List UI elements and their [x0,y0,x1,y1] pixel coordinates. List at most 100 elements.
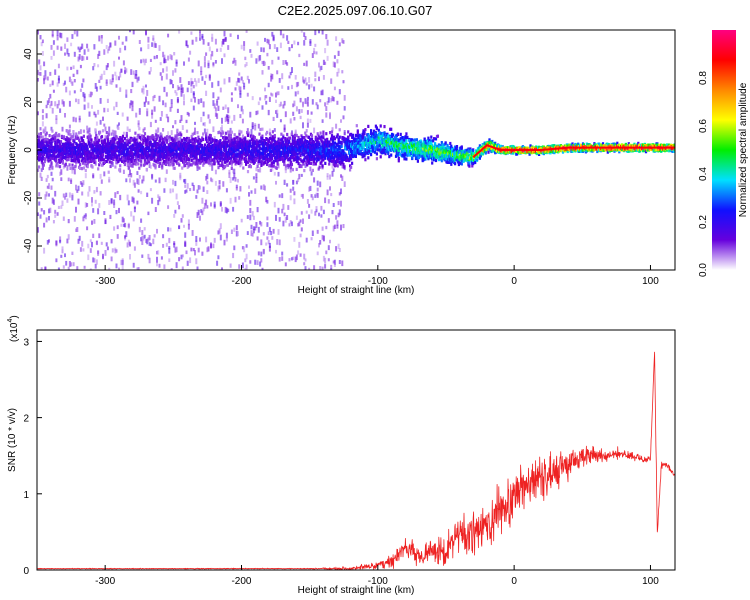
spectrogram-noise-cell [81,182,84,187]
spectrogram-noise-cell [250,190,253,194]
spectrogram-noise-cell [300,173,303,177]
spectrogram-cell [362,145,365,149]
spectrogram-noise-cell [288,47,291,52]
spectrogram-cell [99,160,102,165]
spectrogram-noise-cell [292,103,295,108]
spectrogram-cell [158,164,161,168]
spectrogram-noise-cell [124,45,127,51]
spectrogram-noise-cell [305,237,308,243]
spectrogram-cell [98,138,101,142]
spectrogram-noise-cell [194,121,196,125]
spectrogram-cell [47,155,50,159]
spectrogram-cell [68,163,71,167]
spectrogram-cell [342,162,345,167]
spectrogram-noise-cell [331,127,334,132]
spectrogram-noise-cell [160,111,163,117]
spectrogram-cell [158,150,161,154]
spectrogram-noise-cell [72,65,75,70]
spectrogram-noise-cell [196,212,199,218]
spectrogram-cell [247,150,251,154]
spectrogram-noise-cell [246,92,249,97]
spectrogram-noise-cell [114,142,117,147]
spectrogram-noise-cell [340,174,342,178]
spectrogram-noise-cell [64,52,66,56]
spectrogram-noise-cell [294,75,297,80]
spectrogram-noise-cell [266,222,269,227]
spectrogram-noise-cell [184,178,187,184]
spectrogram-cell [193,141,196,145]
spectrogram-cell [41,155,44,159]
spectrogram-noise-cell [130,100,133,106]
spectrogram-cell [269,168,272,172]
spectrogram-noise-cell [178,257,181,262]
spectrogram-noise-cell [103,107,106,113]
spectrogram-cell [169,158,172,163]
spectrogram-noise-cell [118,76,120,81]
spectrogram-cell [41,149,44,153]
spectrogram-noise-cell [141,179,144,184]
spectrogram-cell [180,156,183,160]
spectrogram-noise-cell [223,38,226,42]
spectrogram-noise-cell [159,72,162,76]
spectrogram-noise-cell [46,240,49,245]
spectrogram-cell [186,139,189,143]
spectrogram-noise-cell [237,77,239,83]
spectrogram-noise-cell [186,111,189,116]
spectrogram-noise-cell [241,134,244,140]
spectrogram-cell [338,135,341,139]
spectrogram-noise-cell [305,82,308,86]
spectrogram-noise-cell [78,118,81,123]
spectrogram-noise-cell [148,162,151,168]
spectrogram-noise-cell [95,259,98,265]
spectrogram-noise-cell [43,247,46,254]
spectrogram-noise-cell [308,214,311,219]
spectrogram-cell [227,134,231,138]
spectrogram-noise-cell [268,227,271,232]
spectrogram-cell [173,159,176,163]
spectrogram-noise-cell [57,63,60,69]
spectrogram-cell [355,124,358,128]
spectrogram-noise-cell [264,185,266,191]
spectrogram-cell [295,157,298,161]
spectrogram-noise-cell [130,173,133,178]
spectrogram-noise-cell [87,102,90,109]
spectrogram-cell [108,160,111,164]
spectrogram-noise-cell [214,107,217,112]
spectrogram-noise-cell [86,43,89,49]
spectrogram-cell [269,141,272,145]
spectrogram-noise-cell [187,219,190,226]
spectrogram-cell [43,140,46,144]
spectrogram-noise-cell [125,94,128,98]
spectrogram-cell [62,136,65,140]
spectrogram-cell [91,146,94,151]
spectrogram-noise-cell [229,177,232,183]
spectrogram-noise-cell [55,240,58,246]
spectrogram-noise-cell [149,243,152,247]
spectrogram-noise-cell [186,44,189,48]
spectrogram-cell [114,137,117,141]
spectrogram-cell [83,162,86,166]
spectrogram-noise-cell [103,70,106,75]
spectrogram-noise-cell [61,200,64,206]
spectrogram-noise-cell [190,31,193,35]
spectrogram-cell [121,134,125,138]
spectrogram-noise-cell [237,231,239,237]
spectrogram-cell [102,158,105,162]
spectrogram-noise-cell [322,255,325,262]
spectrogram-noise-cell [262,60,265,66]
spectrogram-cell [121,157,125,161]
spectrogram-cell [94,142,97,146]
spectrogram-noise-cell [241,262,244,269]
spectrogram-noise-cell [159,159,162,165]
spectrogram-cell [275,166,278,170]
spectrogram-noise-cell [104,219,107,224]
spectrogram-cell [282,149,285,153]
spectrogram-noise-cell [46,185,49,189]
spectrogram-noise-cell [243,47,246,51]
spectrogram-cell [328,162,331,166]
spectrogram-cell [288,164,291,168]
spectrogram-noise-cell [203,56,206,62]
spectrogram-noise-cell [330,193,333,197]
spectrogram-cell [195,154,198,158]
spectrogram-cell [58,154,61,158]
